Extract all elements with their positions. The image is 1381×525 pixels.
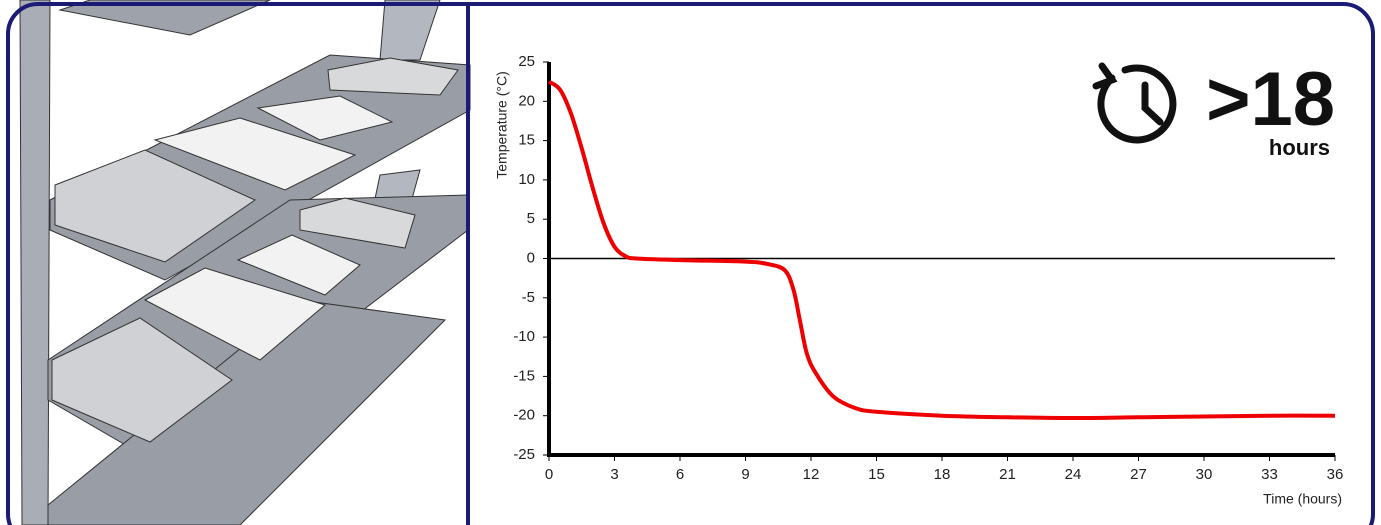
clock-ring (1097, 64, 1177, 144)
y-tick-label: 20 (518, 92, 535, 109)
clock-icon (1092, 62, 1177, 144)
x-tick-label: 0 (545, 466, 553, 483)
post (19, 0, 51, 525)
logger (327, 57, 459, 96)
x-tick-label: 21 (999, 466, 1016, 483)
y-tick-label: 15 (518, 132, 535, 149)
y-axis-title: Temperature (°C) (494, 71, 510, 179)
x-tick-label: 27 (1130, 466, 1147, 483)
logger (299, 197, 416, 249)
x-tick-label: 9 (741, 466, 749, 483)
pack (54, 149, 257, 263)
tray (153, 117, 357, 191)
x-tick-label: 30 (1196, 466, 1213, 483)
clock-hands (1141, 81, 1164, 126)
y-tick-label: -20 (513, 407, 535, 424)
shelf (58, 0, 271, 36)
post (379, 0, 441, 61)
frame (6, 2, 1375, 525)
x-axis-title: Time (hours) (1263, 491, 1342, 507)
x-tick-label: 33 (1261, 466, 1278, 483)
shelf-illustration (10, 0, 471, 525)
x-tick-label: 15 (868, 466, 885, 483)
x-tick-label: 3 (610, 466, 618, 483)
x-tick-label: 24 (1065, 466, 1082, 483)
temperature-line (547, 79, 1336, 421)
x-tick-label: 6 (676, 466, 684, 483)
clock-arrow (1092, 62, 1118, 90)
annotation-unit: hours (1269, 135, 1330, 160)
y-tick-label: 10 (518, 171, 535, 188)
y-tick-label: -5 (522, 289, 535, 306)
y-tick-label: 0 (527, 249, 535, 266)
tray (143, 267, 327, 361)
y-tick-label: -15 (513, 367, 535, 384)
y-tick-label: 25 (518, 53, 535, 70)
tray (256, 95, 394, 141)
tray (236, 234, 361, 296)
x-tick-label: 12 (803, 466, 820, 483)
annotation-value: >18 (1206, 57, 1335, 142)
y-tick-label: 5 (527, 210, 535, 227)
x-tick-label: 36 (1327, 466, 1344, 483)
y-tick-label: -25 (513, 446, 535, 463)
y-tick-label: -10 (513, 328, 535, 345)
x-tick-label: 18 (934, 466, 951, 483)
pack (51, 317, 233, 443)
